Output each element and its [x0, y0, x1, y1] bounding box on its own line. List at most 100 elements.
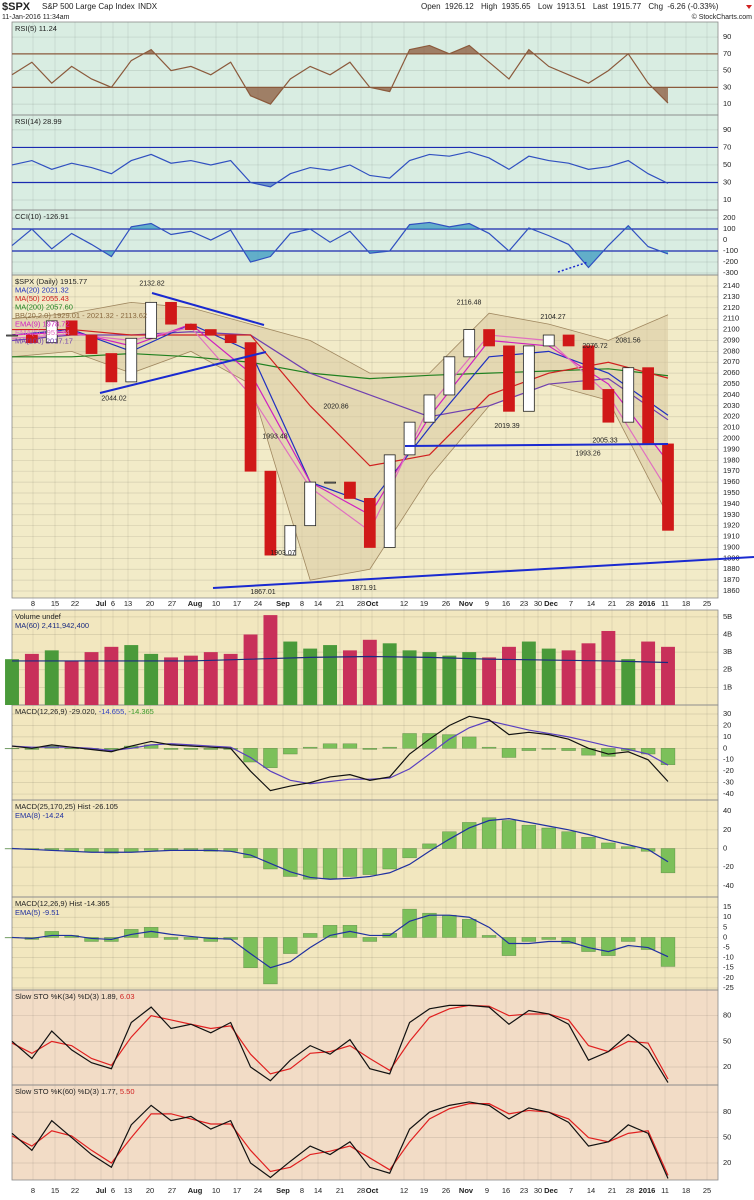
bar — [183, 748, 199, 750]
y-tick-label: 1990 — [723, 444, 740, 453]
bar — [442, 914, 457, 938]
date-label: Aug — [188, 1186, 203, 1195]
content-layer: 8 15 22 Jul 6 13 20 27 Aug 10 17 24 Sep 8 14 21 28 Oct 12 1… — [4, 24, 740, 1195]
y-tick-label: 1880 — [723, 564, 740, 573]
bar — [4, 748, 20, 750]
y-tick-label: 1930 — [723, 510, 740, 519]
date-label: 19 — [420, 1186, 428, 1195]
bar — [144, 653, 159, 705]
bar — [362, 748, 378, 750]
y-tick-label: 2030 — [723, 401, 740, 410]
y-tick-label: -25 — [723, 983, 734, 992]
panel-background — [12, 897, 718, 990]
panel-label: BB(20,2.0) 1929.01 - 2021.32 - 2113.62 — [15, 311, 147, 320]
bar — [163, 937, 179, 940]
y-tick-label: -5 — [723, 943, 730, 952]
y-tick-label: 90 — [723, 125, 731, 134]
panel-label: RSI(14) 28.99 — [15, 117, 62, 126]
date-label: 22 — [71, 1186, 79, 1195]
panel-label: MACD(12,26,9) -29.020, -14.655, -14.365 — [15, 707, 154, 716]
y-tick-label: 50 — [723, 160, 731, 169]
price-annotation: 2005.33 — [592, 438, 617, 445]
quote-label: High — [481, 2, 497, 11]
price-annotation: 2116.48 — [457, 299, 482, 306]
y-tick-label: 1950 — [723, 488, 740, 497]
y-tick-label: 1960 — [723, 477, 740, 486]
bar — [462, 918, 477, 938]
bar — [362, 937, 378, 942]
bar — [561, 937, 576, 944]
panel-label: $SPX (Daily) 1915.77 — [15, 277, 87, 286]
date-label: Oct — [366, 599, 379, 608]
panel-background — [12, 210, 718, 275]
bar — [183, 937, 199, 940]
panel-label-part: EMA(9) 1978.72 — [15, 319, 70, 328]
price-annotation: 1993.26 — [575, 451, 600, 458]
bar — [502, 646, 516, 705]
panel-label-part: $SPX (Daily) 1915.77 — [15, 277, 87, 286]
y-tick-label: -40 — [723, 789, 734, 798]
y-tick-label: 30 — [723, 177, 731, 186]
date-label: 8 — [300, 1186, 304, 1195]
date-label: 21 — [336, 599, 344, 608]
bar — [402, 848, 417, 859]
date-label: 10 — [212, 1186, 220, 1195]
date-label: 11 — [661, 1186, 669, 1195]
y-tick-label: 2B — [723, 665, 732, 674]
y-tick-label: 2040 — [723, 390, 740, 399]
panel-label-part: EMA(5) -9.51 — [15, 908, 60, 917]
date-label: 19 — [420, 599, 428, 608]
candle — [165, 301, 177, 325]
date-label: Dec — [544, 1186, 558, 1195]
panel-label: CCI(10) -126.91 — [15, 212, 69, 221]
panel-label-part: 5.50 — [120, 1087, 135, 1096]
y-tick-label: 10 — [723, 99, 731, 108]
band-lower — [11, 350, 669, 581]
y-tick-label: -10 — [723, 953, 734, 962]
panel-label: EMA(5) 1951.74 — [15, 328, 70, 337]
date-label: 7 — [569, 599, 573, 608]
bar — [621, 846, 636, 849]
y-tick-label: 70 — [723, 49, 731, 58]
date-label: 17 — [233, 599, 241, 608]
y-tick-label: 1870 — [723, 575, 740, 584]
bar — [303, 648, 318, 705]
bar — [263, 848, 278, 870]
date-label: 8 — [31, 599, 35, 608]
quote-line: Open 1926.12 High 1935.65 Low 1913.51 La… — [421, 2, 719, 11]
date-label: Nov — [459, 1186, 474, 1195]
date-label: Aug — [188, 599, 203, 608]
y-tick-label: 20 — [723, 720, 731, 729]
candle — [363, 498, 376, 548]
bar — [382, 746, 397, 749]
date-label: 28 — [357, 1186, 365, 1195]
panel-label: MA(20) 2021.32 — [15, 285, 69, 294]
bar — [422, 912, 437, 938]
bar — [263, 615, 278, 705]
panel-label: MACD(25,170,25) Hist -26.105 — [15, 802, 118, 811]
panel-label: EMA(9) 1978.72 — [15, 319, 70, 328]
panel-label: EMA(8) -14.24 — [15, 811, 64, 820]
trend-line — [404, 443, 669, 447]
bar — [541, 827, 556, 849]
bar — [243, 748, 258, 763]
panel-label-part: Slow STO %K(34) %D(3) 1.89, — [15, 992, 120, 1001]
y-tick-label: 15 — [723, 902, 731, 911]
bar — [243, 848, 258, 859]
y-tick-label: -200 — [723, 257, 738, 266]
candle — [6, 334, 18, 337]
y-tick-label: 0 — [723, 235, 727, 244]
bar — [243, 634, 258, 705]
y-tick-label: 2050 — [723, 379, 740, 388]
y-tick-label: -10 — [723, 755, 734, 764]
trend-line — [151, 292, 265, 326]
y-tick-label: 2090 — [723, 335, 740, 344]
symbol: $SPX — [2, 1, 31, 13]
bar — [104, 848, 119, 854]
panel-label-part: Volume undef — [15, 612, 62, 621]
y-tick-label: 1910 — [723, 532, 740, 541]
y-tick-label: 40 — [723, 806, 731, 815]
candle — [45, 320, 58, 344]
panel-label: Volume undef — [15, 612, 62, 621]
panel-label: MA(50) 2055.43 — [15, 294, 69, 303]
